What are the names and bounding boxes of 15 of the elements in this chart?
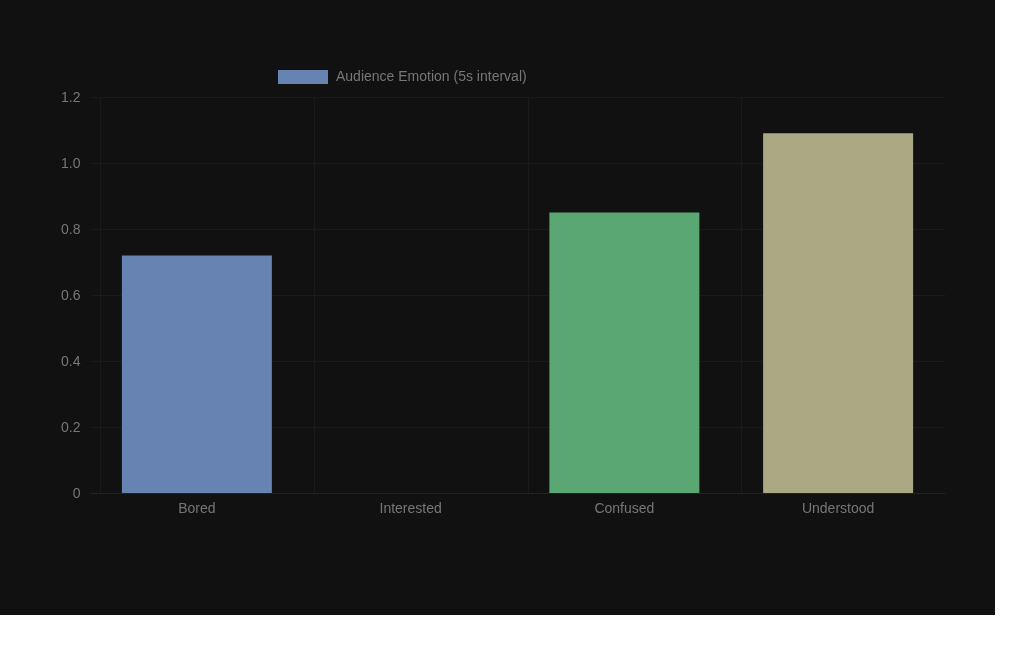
y-tick-label: 1.2 [61, 88, 81, 105]
bar [549, 212, 700, 493]
bar [763, 133, 914, 493]
bar [121, 255, 272, 493]
x-tick-label: Interested [379, 499, 442, 516]
y-tick-label: 0.4 [61, 352, 81, 369]
legend-label: Audience Emotion (5s interval) [336, 68, 527, 84]
y-tick-label: 1.0 [61, 154, 81, 171]
y-tick-label: 0.2 [61, 418, 81, 435]
x-tick-label: Bored [178, 499, 216, 516]
x-tick-label: Confused [594, 499, 655, 516]
x-tick-label: Understood [801, 499, 875, 516]
y-tick-label: 0 [72, 484, 81, 501]
y-tick-label: 0.6 [61, 286, 81, 303]
y-tick-label: 0.8 [61, 220, 81, 237]
